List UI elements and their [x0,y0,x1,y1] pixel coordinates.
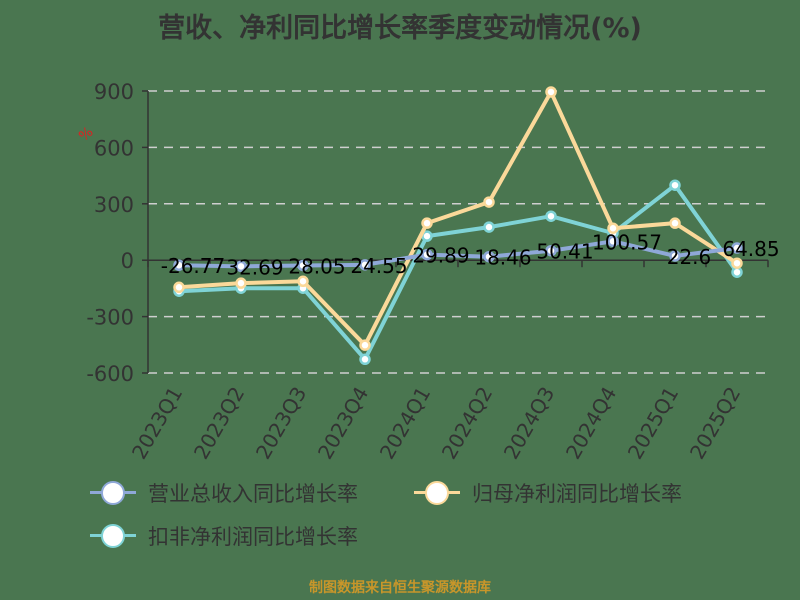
data-point[interactable] [173,259,185,271]
data-label: 24.55 [350,254,407,278]
data-point[interactable] [483,221,495,233]
legend-item-revenue[interactable]: 营业总收入同比增长率 [88,478,358,508]
data-point[interactable] [545,244,557,257]
y-tick-label: 600 [94,136,134,160]
data-label: -26.77 [161,254,225,278]
data-label: 32.69 [226,255,283,279]
data-point[interactable] [173,281,185,294]
series-line [178,89,739,348]
data-point[interactable] [483,250,495,263]
data-point[interactable] [731,257,743,269]
legend-marker-icon [88,521,138,551]
y-tick-label: 0 [121,249,134,273]
legend-item-parent-profit[interactable]: 归母净利润同比增长率 [412,478,682,508]
data-point[interactable] [297,275,309,288]
y-tick-label: 900 [94,80,134,104]
data-point[interactable] [235,260,247,273]
data-point[interactable] [359,259,371,271]
legend-marker-icon [412,478,462,508]
y-tick-label: -300 [86,306,134,330]
x-tick-label: 2024Q1 [375,383,435,464]
legend-label: 营业总收入同比增长率 [148,482,358,506]
data-point[interactable] [731,242,743,254]
x-tick-label: 2023Q1 [127,383,187,464]
x-tick-label: 2023Q2 [189,383,249,464]
series-line [178,239,738,269]
legend-label: 扣非净利润同比增长率 [148,525,358,549]
x-tick-label: 2024Q2 [437,383,497,464]
data-point[interactable] [483,196,495,208]
legend-item-deducted-profit[interactable]: 扣非净利润同比增长率 [88,521,358,551]
data-point[interactable] [297,259,309,272]
data-point[interactable] [545,210,557,222]
data-label: 28.05 [288,254,345,278]
legend-marker-icon [88,478,138,508]
data-point[interactable] [359,339,371,351]
y-tick-label: 300 [94,193,134,217]
data-point[interactable] [545,86,557,98]
data-label: 18.46 [474,246,531,270]
data-point[interactable] [421,217,433,229]
data-point[interactable] [669,250,681,262]
chart-title: 营收、净利同比增长率季度变动情况(%) [158,13,642,44]
data-point[interactable] [359,353,371,366]
x-tick-label: 2023Q3 [251,383,311,464]
data-label: 64.85 [722,237,779,261]
data-label: 100.57 [592,230,662,254]
y-tick-label: -600 [86,362,134,386]
data-point[interactable] [421,248,433,261]
x-tick-label: 2024Q3 [499,383,559,464]
data-point[interactable] [607,235,619,248]
x-tick-label: 2023Q4 [313,383,373,464]
data-label: 50.41 [536,240,593,264]
data-point[interactable] [731,266,743,278]
x-tick-label: 2025Q2 [685,383,745,464]
series-line [178,183,739,362]
data-point[interactable] [607,222,619,234]
x-tick-label: 2025Q1 [623,383,683,464]
legend-label: 归母净利润同比增长率 [472,482,682,506]
data-point[interactable] [669,179,681,191]
data-point[interactable] [669,217,681,229]
data-point[interactable] [235,277,247,289]
data-label: 29.89 [412,244,469,268]
source-note: 制图数据来自恒生聚源数据库 [309,580,491,596]
x-tick-label: 2024Q4 [561,383,621,464]
data-label: 22.6 [667,245,712,269]
